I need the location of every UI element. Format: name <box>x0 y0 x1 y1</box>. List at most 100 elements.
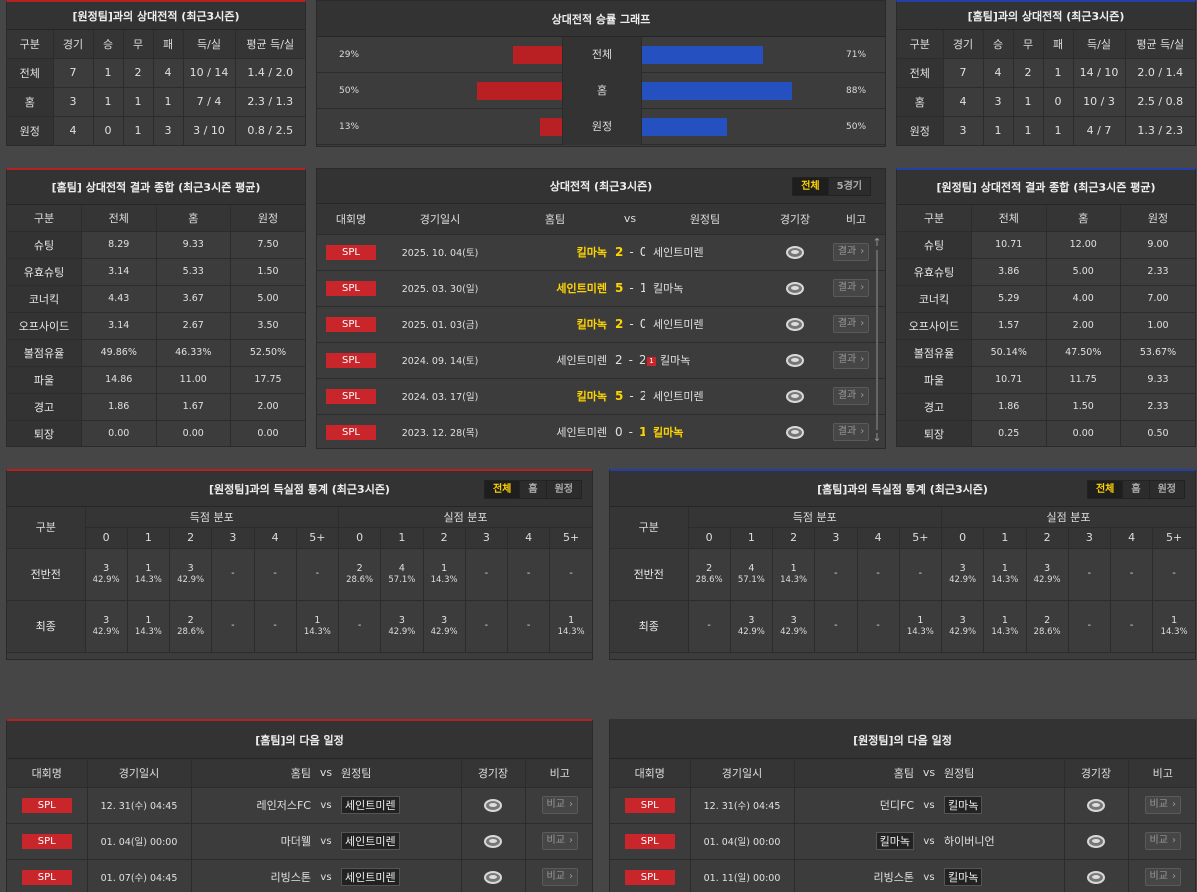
row-label: 볼점유율 <box>897 339 972 367</box>
score: 5-1 <box>615 270 645 307</box>
row-label: 전반전 <box>610 548 689 601</box>
column-header: vs <box>311 759 341 788</box>
percent: 42.9% <box>949 574 977 585</box>
chevron-right-icon: › <box>860 354 865 365</box>
away-team: 세인트미렌 <box>653 390 704 403</box>
compare-button[interactable]: 비교 › <box>541 796 578 814</box>
column-header: 원정팀 <box>944 759 1065 788</box>
percent: 28.6% <box>695 574 723 585</box>
score: 2-2 <box>615 342 645 379</box>
count: 3 <box>187 563 194 575</box>
stadium-icon <box>484 834 502 848</box>
count: - <box>484 620 489 632</box>
percent: 42.9% <box>780 626 808 637</box>
compare-label: 비교 <box>1149 799 1168 810</box>
cell: 2.3 / 1.3 <box>235 87 305 117</box>
home-team: 킬마녹 <box>495 378 615 415</box>
count: - <box>484 568 489 580</box>
row-label: 슈팅 <box>7 231 82 259</box>
cell: 0.00 <box>81 420 157 446</box>
chevron-right-icon: › <box>568 871 573 882</box>
cell: 3 42.9% <box>85 600 128 653</box>
graph-row-label: 홈 <box>562 72 642 109</box>
result-label: 결과 <box>837 426 857 437</box>
toggle-home[interactable]: 홈 <box>520 481 547 498</box>
toggle-all[interactable]: 전체 <box>484 481 521 498</box>
cell: - <box>814 548 858 601</box>
cell: 9.33 <box>156 231 231 259</box>
cell: 1.86 <box>81 393 157 421</box>
count: - <box>1087 568 1092 580</box>
toggle-all[interactable]: 전체 <box>793 178 829 195</box>
away-score: 1 <box>639 425 645 439</box>
table-row: 슈팅 8.29 9.33 7.50 <box>7 231 305 259</box>
cell: 3.14 <box>81 312 157 340</box>
column-header: 0 <box>85 527 128 549</box>
scrollbar[interactable]: ↑ ↓ <box>872 237 882 447</box>
column-header: 비고 <box>825 204 885 235</box>
cell: 0.25 <box>971 420 1047 446</box>
away-h2h-record-panel: [원정팀]과의 상대전적 (최근3시즌) 구분 경기 승 무 패 득/실 평균 득/실 전체 7… <box>6 0 306 146</box>
result-button[interactable]: 결과 › <box>832 423 870 441</box>
cell: - <box>296 548 340 601</box>
cell: 1 14.3% <box>983 548 1027 601</box>
column-header: 대회명 <box>610 759 691 788</box>
away-cell: 세인트미렌 <box>645 378 765 415</box>
result-button[interactable]: 결과 › <box>832 351 870 369</box>
toggle-away[interactable]: 원정 <box>1157 484 1176 495</box>
column-header: 경기일시 <box>87 759 192 788</box>
column-header: 패 <box>153 30 184 59</box>
scroll-up-icon[interactable]: ↑ <box>872 236 882 249</box>
column-header: 구분 <box>7 205 82 232</box>
venue-toggle: 전체 홈 원정 <box>483 480 582 499</box>
compare-label: 비교 <box>546 835 565 846</box>
table-row: 오프사이드 1.57 2.00 1.00 <box>897 312 1195 340</box>
row-label: 원정 <box>7 116 54 145</box>
table-row: 경고 1.86 1.67 2.00 <box>7 393 305 421</box>
chevron-right-icon: › <box>860 390 865 401</box>
cell: 5.00 <box>230 285 305 313</box>
stadium-icon <box>484 798 502 812</box>
cell: 7 / 4 <box>183 87 236 117</box>
row-label: 오프사이드 <box>897 312 972 340</box>
cell: 1 <box>153 87 184 117</box>
home-score: 0 <box>615 425 623 439</box>
cell: 1.86 <box>971 393 1047 421</box>
winrate-graph: 29% 전체 71% 50% 홈 88% 13% 원정 50% <box>317 36 885 145</box>
percent: 42.9% <box>92 574 120 585</box>
column-header: 대회명 <box>317 204 385 235</box>
toggle-home[interactable]: 홈 <box>1123 481 1150 498</box>
result-button[interactable]: 결과 › <box>832 279 870 297</box>
cell: - <box>549 548 592 601</box>
cell: - <box>1068 548 1112 601</box>
compare-button[interactable]: 비교 › <box>1144 796 1181 814</box>
result-button[interactable]: 결과 › <box>832 315 870 333</box>
chevron-right-icon: › <box>1171 871 1176 882</box>
compare-button[interactable]: 비교 › <box>1144 868 1181 886</box>
scroll-track[interactable] <box>876 250 878 430</box>
panel-title: [홈팀]과의 득실점 통계 (최근3시즌) <box>817 482 988 496</box>
toggle-away[interactable]: 원정 <box>554 484 573 495</box>
header-row: 대회명 경기일시 홈팀 vs 원정팀 경기장 비고 <box>317 204 885 235</box>
row-label: 경고 <box>897 393 972 421</box>
cell: 10.71 <box>971 231 1047 259</box>
cell: 3 <box>983 87 1014 117</box>
compare-button[interactable]: 비교 › <box>1144 832 1181 850</box>
column-header: 홈 <box>1046 205 1121 232</box>
compare-button[interactable]: 비교 › <box>541 832 578 850</box>
toggle-5games[interactable]: 5경기 <box>836 181 862 192</box>
panel-title: 상대전적 승률 그래프 <box>317 1 885 37</box>
toggle-all[interactable]: 전체 <box>1087 481 1124 498</box>
score-dash: - <box>629 281 634 295</box>
result-button[interactable]: 결과 › <box>832 387 870 405</box>
percent: 14.3% <box>1160 626 1188 637</box>
cell: 47.50% <box>1046 339 1121 367</box>
row-label: 최종 <box>610 600 689 653</box>
scroll-down-icon[interactable]: ↓ <box>872 431 882 444</box>
table-row: 원정 4 0 1 3 3 / 10 0.8 / 2.5 <box>7 116 305 145</box>
result-button[interactable]: 결과 › <box>832 243 870 261</box>
cell: 3.50 <box>230 312 305 340</box>
panel-title: [원정팀]과의 득실점 통계 (최근3시즌) <box>209 482 390 496</box>
cell: 2 28.6% <box>169 600 213 653</box>
compare-button[interactable]: 비교 › <box>541 868 578 886</box>
